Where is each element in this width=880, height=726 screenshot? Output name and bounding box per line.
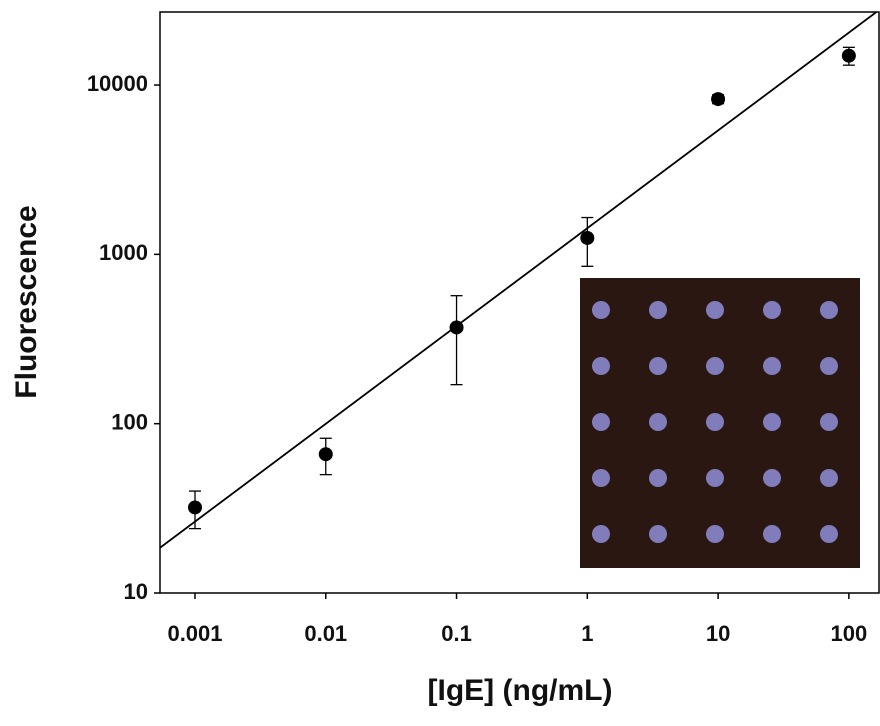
inset-spot: [706, 469, 724, 487]
inset-spot: [763, 357, 781, 375]
inset-spot: [592, 413, 610, 431]
inset-spot: [592, 301, 610, 319]
inset-spot: [763, 413, 781, 431]
y-tick-label: 1000: [99, 240, 148, 265]
inset-spot: [649, 357, 667, 375]
inset-spot: [649, 525, 667, 543]
inset-spot: [763, 301, 781, 319]
error-bar: [451, 296, 463, 385]
inset-spot: [820, 469, 838, 487]
inset-spot: [820, 525, 838, 543]
inset-spot: [763, 525, 781, 543]
data-point: [711, 92, 725, 106]
x-axis-label: [IgE] (ng/mL): [428, 674, 613, 707]
inset-spot: [763, 469, 781, 487]
inset-spot: [706, 413, 724, 431]
data-point: [319, 447, 333, 461]
inset-spot: [649, 301, 667, 319]
inset-spot: [649, 469, 667, 487]
inset-spot: [649, 413, 667, 431]
inset-spot: [820, 357, 838, 375]
inset-spot: [820, 301, 838, 319]
inset-spot: [592, 525, 610, 543]
x-tick-label: 100: [831, 621, 868, 646]
data-point: [842, 49, 856, 63]
inset-image: [580, 278, 860, 568]
data-point: [450, 320, 464, 334]
inset-spot: [592, 469, 610, 487]
x-tick-label: 0.001: [167, 621, 222, 646]
x-tick-label: 1: [581, 621, 593, 646]
inset-spot: [592, 357, 610, 375]
x-tick-label: 10: [706, 621, 730, 646]
x-tick-label: 0.1: [441, 621, 472, 646]
inset-spot: [706, 525, 724, 543]
y-tick-label: 10000: [87, 71, 148, 96]
y-tick-label: 10: [124, 579, 148, 604]
y-tick-label: 100: [111, 409, 148, 434]
x-tick-label: 0.01: [304, 621, 347, 646]
y-axis-label: Fluorescence: [10, 205, 43, 398]
inset-spot: [706, 357, 724, 375]
inset-spot: [820, 413, 838, 431]
inset-spot: [706, 301, 724, 319]
chart: [IgE] (ng/mL) Fluorescence 1010010001000…: [0, 0, 880, 726]
data-point: [580, 231, 594, 245]
data-point: [188, 500, 202, 514]
